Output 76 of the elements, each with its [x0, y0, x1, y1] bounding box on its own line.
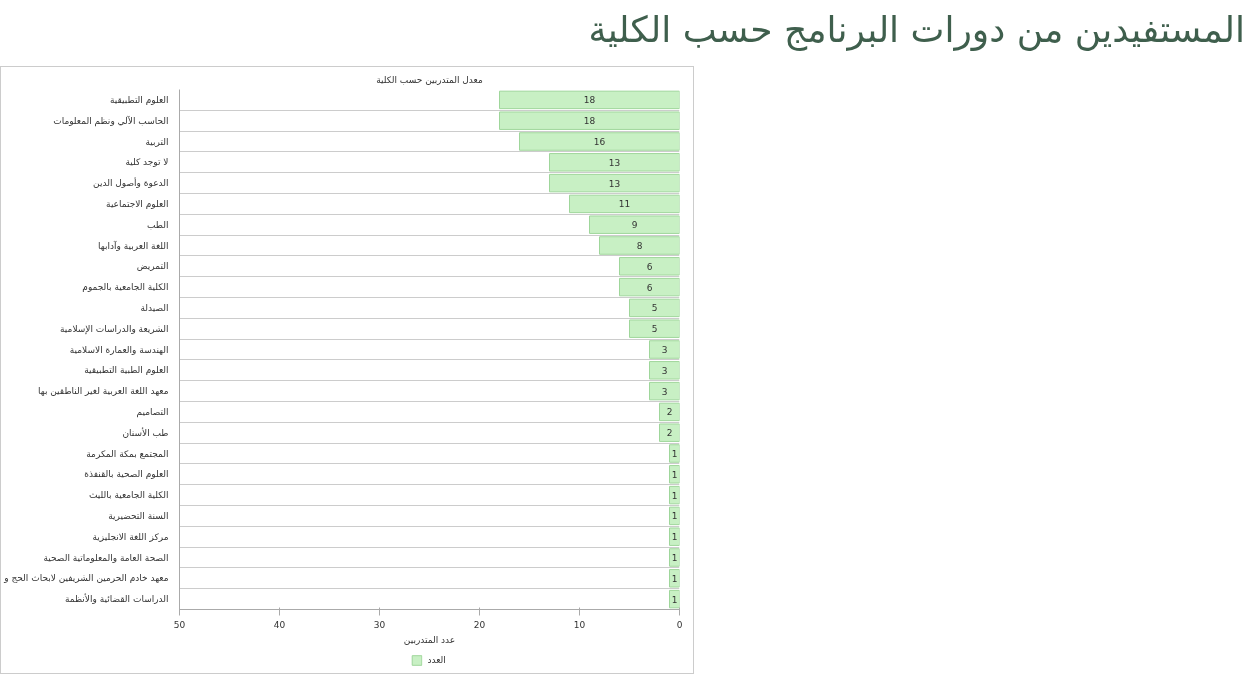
y-tick-label: الصيدلة [140, 302, 169, 313]
data-label: 18 [583, 116, 596, 127]
y-tick-label: التصاميم [136, 406, 169, 418]
bar [499, 90, 680, 110]
data-label: 3 [661, 365, 668, 376]
y-tick-label: التربية [145, 136, 169, 147]
y-tick-label: مركز اللغة الانجليزية [92, 531, 169, 542]
y-tick-label: المجتمع بمكة المكرمة [86, 448, 169, 459]
chart-subtitle: معدل المتدربين حسب الكلية [376, 74, 483, 85]
bar [619, 277, 680, 297]
data-label: 9 [631, 220, 638, 231]
data-label: 1 [671, 532, 678, 543]
bar [649, 340, 680, 359]
bar [549, 153, 680, 172]
y-tick-label: الكلية الجامعية بالجموم [82, 282, 169, 293]
legend-label: العدد [427, 654, 447, 666]
bar [649, 381, 680, 401]
data-label: 2 [666, 407, 673, 418]
y-tick-label: اللغة العربية وآدابها [98, 239, 169, 251]
data-label: 1 [671, 594, 678, 605]
bar [549, 173, 680, 193]
data-label: 8 [636, 241, 643, 251]
bar [659, 423, 680, 442]
x-tick-label: 20 [473, 619, 486, 630]
data-label: 16 [593, 137, 606, 147]
x-axis-title: عدد المتدربين [403, 634, 456, 645]
data-label: 3 [661, 345, 668, 355]
data-label: 1 [671, 490, 678, 501]
x-tick-label: 30 [373, 619, 386, 630]
y-tick-label: الكلية الجامعية بالليث [89, 490, 169, 501]
y-tick-label: معهد خادم الحرمين الشريفين لابحاث الحج و [3, 573, 169, 584]
x-tick-label: 40 [273, 619, 286, 630]
data-label: 13 [608, 178, 621, 189]
data-label: 2 [666, 428, 673, 439]
data-label: 6 [646, 282, 653, 293]
x-tick-label: 10 [573, 619, 586, 630]
data-label: 1 [671, 511, 678, 522]
data-label: 5 [651, 303, 658, 314]
y-tick-label: لا توجد كلية [125, 157, 169, 168]
y-tick-label: السنة التحضيرية [108, 510, 169, 521]
y-tick-label: الدراسات القضائية والأنظمة [64, 593, 169, 605]
y-tick-label: طب الأسنان [122, 426, 169, 438]
y-tick-label: العلوم الطبية التطبيقية [84, 365, 169, 376]
bar [629, 319, 680, 338]
data-label: 18 [583, 95, 596, 106]
data-label: 3 [661, 386, 668, 397]
x-tick-label: 0 [676, 619, 683, 630]
y-tick-label: العلوم الاجتماعية [106, 198, 169, 209]
data-label: 5 [651, 324, 658, 335]
data-label: 1 [671, 449, 678, 459]
y-tick-label: التمريض [136, 261, 169, 272]
bar [519, 132, 680, 151]
bar [499, 111, 680, 130]
bar [569, 194, 680, 214]
y-tick-label: الصحة العامة والمعلوماتية الصحية [43, 552, 169, 563]
data-label: 1 [671, 469, 678, 480]
data-label: 6 [646, 261, 653, 272]
bar [619, 257, 680, 276]
y-tick-label: معهد اللغة العربية لغير الناطقين بها [38, 386, 169, 397]
y-tick-label: العلوم الصحية بالقنفذة [84, 469, 169, 480]
data-label: 1 [671, 553, 678, 563]
y-tick-label: الشريعة والدراسات الإسلامية [60, 323, 169, 335]
x-tick-label: 50 [173, 619, 186, 630]
y-tick-label: الدعوة وأصول الدين [93, 177, 169, 189]
y-tick-label: الهندسة والعمارة الاسلامية [69, 344, 169, 355]
y-tick-label: العلوم التطبيقية [109, 94, 169, 105]
bar [649, 361, 680, 380]
bar [599, 236, 680, 255]
data-label: 1 [671, 573, 678, 584]
bar [589, 215, 680, 234]
data-label: 11 [618, 199, 631, 210]
data-label: 13 [608, 157, 621, 168]
bar [629, 298, 680, 318]
y-tick-label: الطب [147, 219, 169, 230]
text: المستفيدين من دورات البرنامج حسب الكلية [588, 8, 1245, 53]
y-tick-label: الحاسب الآلي ونظم المعلومات [53, 114, 169, 127]
